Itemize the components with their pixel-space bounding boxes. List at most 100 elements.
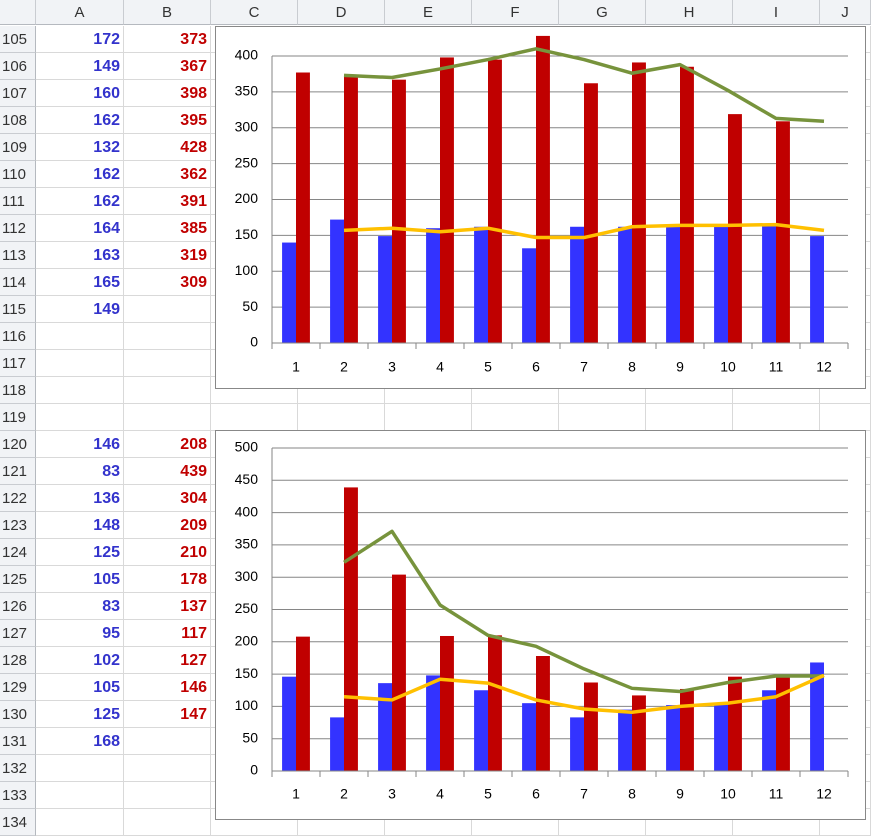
row-header[interactable]: 107 [0,80,36,107]
cell[interactable]: 373 [124,26,211,53]
cell[interactable] [124,782,211,809]
column-header[interactable]: C [211,0,298,25]
row-header[interactable]: 129 [0,674,36,701]
row-header[interactable]: 110 [0,161,36,188]
row-header[interactable]: 119 [0,404,36,431]
row-header[interactable]: 105 [0,26,36,53]
cell[interactable]: 428 [124,134,211,161]
cell[interactable]: 165 [36,269,124,296]
column-header[interactable]: E [385,0,472,25]
cell[interactable] [646,377,733,404]
cell[interactable] [298,377,385,404]
cell[interactable]: 102 [36,647,124,674]
cell[interactable]: 160 [36,80,124,107]
cell[interactable] [124,350,211,377]
cell[interactable] [472,377,559,404]
column-header[interactable]: G [559,0,646,25]
cell[interactable]: 304 [124,485,211,512]
cell[interactable]: 83 [36,593,124,620]
cell[interactable] [36,782,124,809]
row-header[interactable]: 118 [0,377,36,404]
row-header[interactable]: 108 [0,107,36,134]
row-header[interactable]: 121 [0,458,36,485]
column-header[interactable]: F [472,0,559,25]
cell[interactable]: 319 [124,242,211,269]
cell[interactable]: 309 [124,269,211,296]
cell[interactable] [733,377,820,404]
row-header[interactable]: 111 [0,188,36,215]
row-header[interactable]: 122 [0,485,36,512]
cell[interactable] [646,404,733,431]
cell[interactable]: 117 [124,620,211,647]
cell[interactable] [124,404,211,431]
row-header[interactable]: 130 [0,701,36,728]
cell[interactable] [124,809,211,836]
cell[interactable]: 162 [36,161,124,188]
cell[interactable] [385,377,472,404]
cell[interactable]: 127 [124,647,211,674]
row-header[interactable]: 109 [0,134,36,161]
cell[interactable]: 136 [36,485,124,512]
corner[interactable] [0,0,36,25]
row-header[interactable]: 125 [0,566,36,593]
row-header[interactable]: 124 [0,539,36,566]
cell[interactable]: 367 [124,53,211,80]
row-header[interactable]: 114 [0,269,36,296]
cell[interactable]: 391 [124,188,211,215]
column-header[interactable]: A [36,0,124,25]
row-header[interactable]: 115 [0,296,36,323]
cell[interactable]: 362 [124,161,211,188]
cell[interactable]: 105 [36,566,124,593]
cell[interactable]: 132 [36,134,124,161]
cell[interactable]: 162 [36,188,124,215]
cell[interactable] [472,404,559,431]
column-header[interactable]: I [733,0,820,25]
cell[interactable]: 395 [124,107,211,134]
cell[interactable]: 164 [36,215,124,242]
cell[interactable]: 210 [124,539,211,566]
cell[interactable] [36,377,124,404]
cell[interactable] [733,404,820,431]
cell[interactable] [211,404,298,431]
row-header[interactable]: 123 [0,512,36,539]
cell[interactable]: 95 [36,620,124,647]
row-header[interactable]: 117 [0,350,36,377]
cell[interactable] [820,404,871,431]
row-header[interactable]: 132 [0,755,36,782]
cell[interactable] [559,377,646,404]
cell[interactable] [36,323,124,350]
cell[interactable] [124,323,211,350]
column-header[interactable]: H [646,0,733,25]
row-header[interactable]: 131 [0,728,36,755]
cell[interactable]: 385 [124,215,211,242]
cell[interactable] [36,350,124,377]
row-header[interactable]: 113 [0,242,36,269]
cell[interactable] [36,755,124,782]
cell[interactable]: 125 [36,539,124,566]
cell[interactable] [36,404,124,431]
row-header[interactable]: 134 [0,809,36,836]
cell[interactable]: 172 [36,26,124,53]
cell[interactable] [124,296,211,323]
cell[interactable] [385,404,472,431]
cell[interactable]: 178 [124,566,211,593]
cell[interactable]: 209 [124,512,211,539]
cell[interactable]: 162 [36,107,124,134]
cell[interactable]: 439 [124,458,211,485]
cell[interactable]: 147 [124,701,211,728]
cell[interactable] [124,755,211,782]
cell[interactable]: 125 [36,701,124,728]
cell[interactable]: 146 [124,674,211,701]
cell[interactable] [211,377,298,404]
row-header[interactable]: 116 [0,323,36,350]
column-header[interactable]: B [124,0,211,25]
cell[interactable]: 148 [36,512,124,539]
cell[interactable]: 149 [36,53,124,80]
cell[interactable] [124,377,211,404]
cell[interactable]: 105 [36,674,124,701]
row-header[interactable]: 120 [0,431,36,458]
cell[interactable]: 168 [36,728,124,755]
row-header[interactable]: 106 [0,53,36,80]
cell[interactable] [124,728,211,755]
